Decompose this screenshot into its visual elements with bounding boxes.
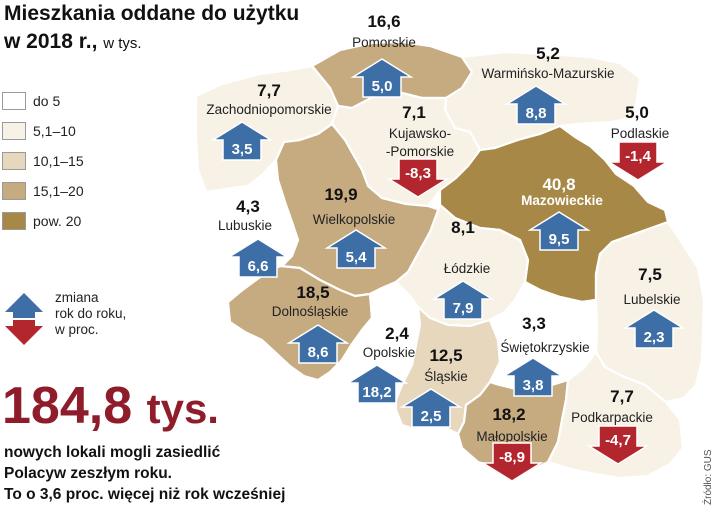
total-value: 184,8 tys. [2, 380, 219, 435]
legend-change-text: zmiana rok do roku, w proc. [55, 290, 126, 338]
legend-label: 15,1–20 [33, 183, 84, 199]
region-change-lubelskie: 2,3 [644, 329, 665, 346]
region-value-dolnoslaskie: 18,5 [296, 283, 329, 302]
region-value-swietokrzyskie: 3,3 [522, 314, 546, 333]
region-change-swietokrzyskie: 3,8 [523, 377, 544, 394]
up-arrow-icon [286, 324, 350, 364]
total-unit: tys. [146, 385, 219, 432]
up-arrow-icon [399, 388, 463, 428]
legend-up-arrow-icon [5, 293, 43, 318]
down-arrow-icon [480, 442, 544, 482]
region-value-pomorskie: 16,6 [367, 12, 400, 31]
down-arrow-icon [606, 141, 670, 181]
legend-change-line: zmiana [55, 290, 99, 305]
region-value-malopolskie: 18,2 [492, 405, 525, 424]
legend-swatch [2, 212, 26, 230]
region-value-lubuskie: 4,3 [236, 197, 260, 216]
region-podkarpackie [546, 350, 685, 480]
total-line: Polacyw zeszłym roku. [4, 465, 172, 482]
region-name-opolskie: Opolskie [363, 345, 416, 360]
region-change-podkarpackie: -4,7 [605, 432, 631, 449]
region-value-zachodniopomorskie: 7,7 [257, 81, 281, 100]
region-name-slaskie: Śląskie [424, 369, 468, 384]
total-line: To o 3,6 proc. więcej niż rok wcześniej [4, 486, 286, 503]
up-arrow-icon [210, 121, 274, 161]
source-note: Źródło: GUS [703, 449, 714, 505]
region-name-lodzkie: Łódzkie [444, 261, 491, 276]
region-change-kujawsko: -8,3 [405, 165, 431, 182]
region-name-dolnoslaskie: Dolnośląskie [272, 304, 349, 319]
legend-label: 10,1–15 [33, 153, 84, 169]
region-value-wielkopolskie: 19,9 [324, 185, 357, 204]
down-arrow-icon [386, 158, 450, 198]
legend-label: 5,1–10 [33, 123, 76, 139]
region-value-lodzkie: 8,1 [451, 218, 475, 237]
region-name-podkarpackie: Podkarpackie [571, 410, 653, 425]
legend-change-arrows-icon [5, 293, 43, 345]
title-line-1: Mieszkania oddane do użytku [4, 2, 300, 25]
region-name-wielkopolskie: Wielkopolskie [313, 212, 396, 227]
down-arrow-icon [586, 425, 650, 465]
region-change-wielkopolskie: 5,4 [346, 249, 368, 266]
region-change-slaskie: 2,5 [421, 408, 442, 425]
legend-change: zmiana rok do roku, w proc. [2, 290, 152, 350]
region-change-pomorskie: 5,0 [372, 78, 393, 95]
region-value-lubelskie: 7,5 [638, 265, 662, 284]
region-name-swietokrzyskie: Świętokrzyskie [500, 340, 589, 355]
legend-label: do 5 [33, 93, 61, 109]
legend-change-line: w proc. [55, 322, 99, 337]
up-arrow-icon [350, 58, 414, 98]
region-value-kujawsko: 7,1 [402, 103, 426, 122]
region-name-warminsko: Warmińsko-Mazurskie [481, 66, 614, 81]
total-description: nowych lokali mogli zasiedlić Polacyw ze… [4, 442, 285, 505]
up-arrow-icon [501, 357, 565, 397]
legend-change-line: rok do roku, [55, 306, 127, 321]
region-name-kujawsko: Kujawsko- [389, 126, 451, 141]
legend-swatch [2, 92, 26, 110]
legend-swatch [2, 122, 26, 140]
region-value-mazowieckie: 40,8 [542, 175, 575, 194]
title-unit: w tys. [103, 35, 142, 52]
region-value-opolskie: 2,4 [385, 324, 409, 343]
total-line: nowych lokali mogli zasiedlić [4, 444, 221, 461]
up-arrow-icon [431, 280, 495, 320]
region-change-lodzkie: 7,9 [453, 300, 474, 317]
region-name-malopolskie: Małopolskie [476, 429, 547, 444]
up-arrow-icon [622, 309, 686, 349]
up-arrow-icon [324, 229, 388, 269]
region-value-podlaskie: 5,0 [625, 103, 649, 122]
legend-label: pow. 20 [33, 213, 82, 229]
legend-swatch [2, 182, 26, 200]
region-change-dolnoslaskie: 8,6 [308, 344, 329, 361]
region-change-malopolskie: -8,9 [499, 449, 525, 466]
region-value-podkarpackie: 7,7 [610, 387, 634, 406]
region-name-lubuskie: Lubuskie [218, 218, 272, 233]
region-change-mazowieckie: 9,5 [549, 231, 570, 248]
region-name-lubelskie: Lubelskie [623, 292, 680, 307]
region-change-zachodniopomorskie: 3,5 [232, 141, 253, 158]
region-change-podlaskie: -1,4 [625, 148, 652, 165]
region-change-warminsko: 8,8 [526, 105, 547, 122]
legend-down-arrow-icon [5, 320, 43, 345]
region-name-kujawsko: -Pomorskie [386, 144, 454, 159]
total-number: 184,8 [2, 377, 133, 435]
region-change-lubuskie: 6,6 [248, 258, 269, 275]
region-name-zachodniopomorskie: Zachodniopomorskie [206, 102, 331, 117]
up-arrow-icon [345, 364, 409, 404]
region-change-opolskie: 18,2 [362, 384, 391, 401]
up-arrow-icon [226, 238, 290, 278]
up-arrow-icon [504, 85, 568, 125]
title-line-2: w 2018 r., [4, 30, 98, 53]
legend-swatch [2, 152, 26, 170]
up-arrow-icon [527, 211, 591, 251]
region-name-podlaskie: Podlaskie [611, 126, 670, 141]
region-name-pomorskie: Pomorskie [352, 35, 416, 50]
region-name-mazowieckie: Mazowieckie [521, 193, 603, 208]
region-value-warminsko: 5,2 [536, 44, 560, 63]
region-value-slaskie: 12,5 [429, 346, 462, 365]
title: Mieszkania oddane do użytku w 2018 r., w… [4, 0, 299, 58]
